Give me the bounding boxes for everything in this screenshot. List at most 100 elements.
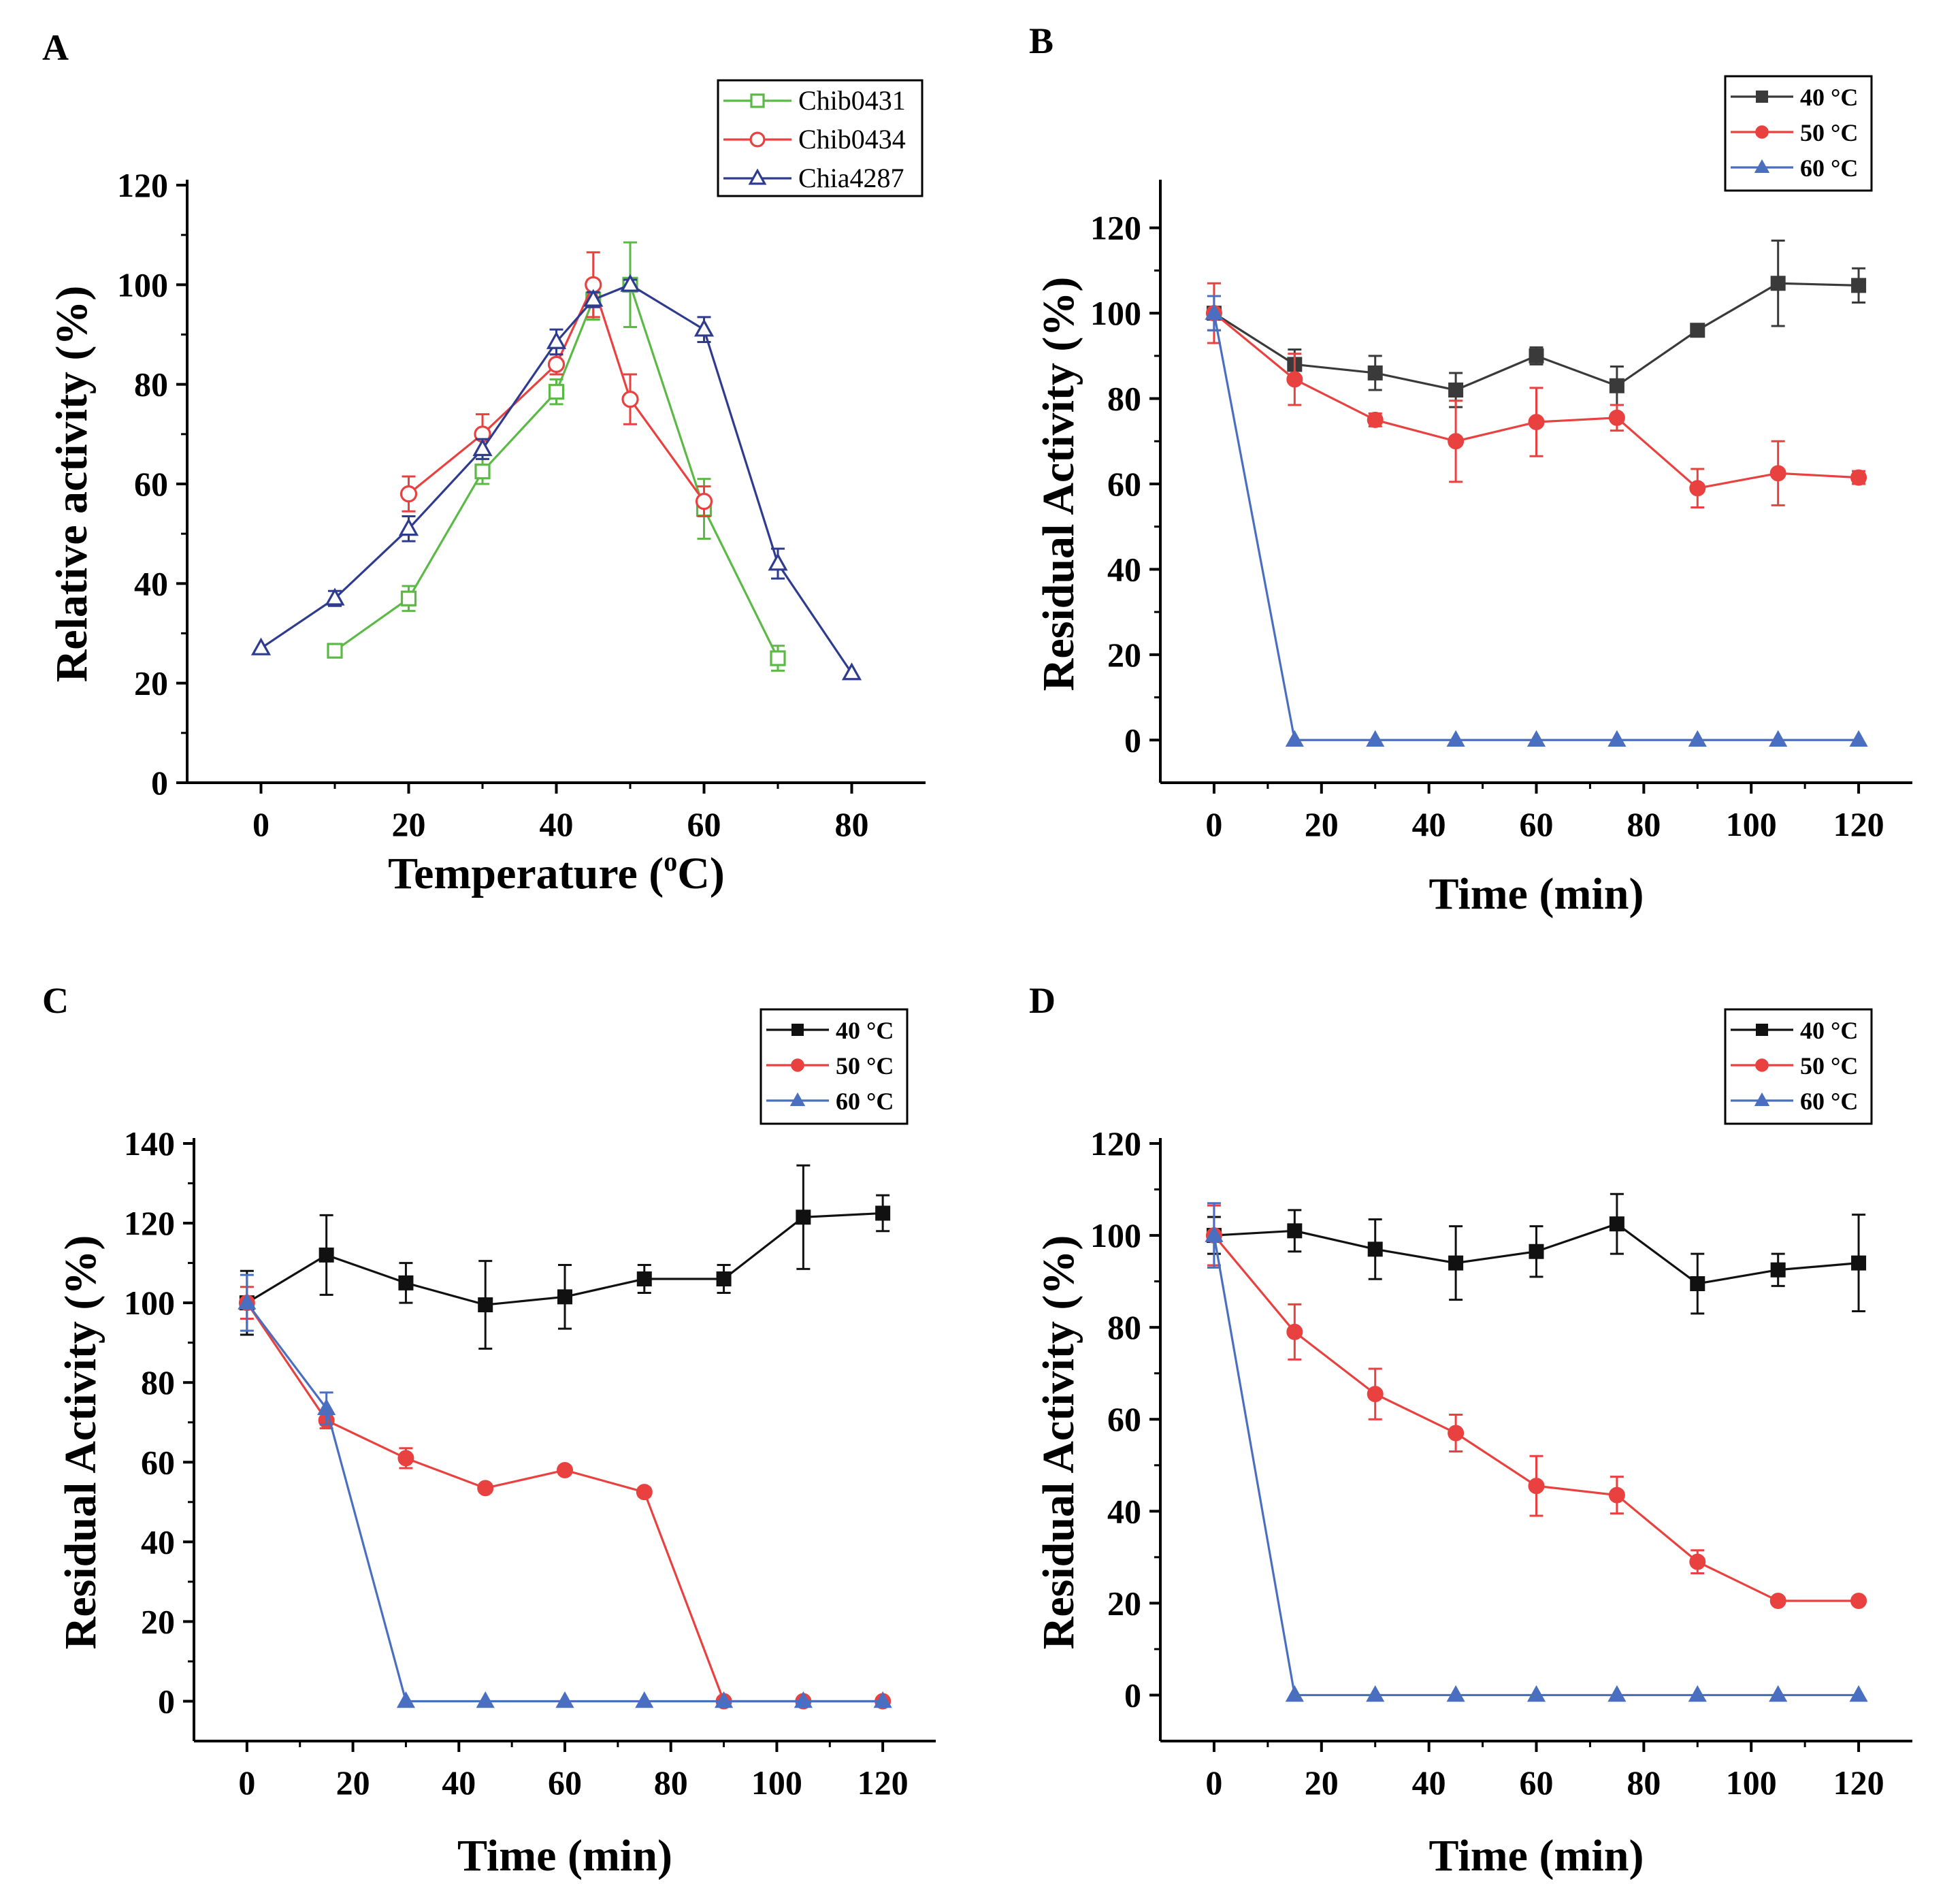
data-point	[1690, 1276, 1705, 1291]
legend-marker	[791, 1024, 804, 1036]
data-point	[841, 662, 862, 681]
y-tick-label: 40	[134, 564, 168, 602]
y-tick-label: 60	[134, 465, 168, 503]
series-line	[1213, 312, 1859, 741]
legend-box	[760, 1008, 909, 1125]
data-point	[478, 1297, 493, 1313]
y-axis-title: Residual Activity (%)	[1034, 1235, 1083, 1650]
data-point	[1448, 433, 1465, 450]
data-point	[317, 1398, 336, 1415]
data-point	[325, 587, 345, 606]
legend: 40 °C 50 °C 60 °C	[760, 1008, 909, 1125]
series-1	[1206, 240, 1867, 408]
legend-label: 60 °C	[1800, 155, 1858, 182]
y-axis-title: Residual Activity (%)	[56, 1235, 105, 1650]
panel-letter: C	[42, 980, 69, 1021]
y-tick-label: 100	[1090, 294, 1141, 332]
data-point	[1205, 303, 1224, 320]
legend-marker	[1754, 159, 1770, 173]
data-point	[1448, 1255, 1464, 1271]
panel-b: B 0 20 40 60 80 100 120 0 20 40 60 80 100 120 Time (min…	[1029, 20, 1912, 919]
y-axis-title: Relative activity (%)	[47, 286, 97, 683]
x-tick-label: 20	[1305, 805, 1339, 843]
data-point	[1770, 1262, 1786, 1278]
legend-marker	[789, 1092, 806, 1106]
series-3	[238, 1273, 892, 1708]
y-tick-label: 0	[1124, 721, 1141, 759]
x-tick-label: 0	[238, 1764, 255, 1802]
series-3	[1205, 1202, 1868, 1702]
series-2	[238, 1286, 892, 1710]
legend-marker	[749, 131, 766, 148]
data-point	[1849, 730, 1868, 747]
data-point	[1609, 378, 1624, 393]
series-1	[327, 241, 786, 672]
legend-box	[1724, 75, 1873, 192]
legend-marker	[1755, 1058, 1769, 1072]
x-tick-label: 60	[1520, 805, 1554, 843]
data-point	[557, 1289, 572, 1305]
data-point	[1608, 1487, 1625, 1504]
x-tick-label: 80	[1627, 805, 1661, 843]
panel-letter: A	[42, 27, 69, 68]
x-tick-label: 80	[654, 1764, 688, 1802]
data-point	[1607, 730, 1627, 747]
y-tick-label: 80	[141, 1363, 175, 1401]
x-tick-label: 0	[252, 805, 270, 843]
data-point	[399, 485, 418, 503]
series-line	[1213, 282, 1859, 391]
series-line	[408, 281, 705, 502]
y-tick-label: 60	[141, 1443, 175, 1481]
data-point	[1529, 348, 1544, 363]
series-line	[334, 283, 779, 659]
x-tick-label: 120	[1833, 805, 1884, 843]
x-tick-label: 60	[687, 805, 721, 843]
data-point	[1689, 480, 1706, 497]
data-point	[1448, 1425, 1465, 1442]
data-point	[547, 355, 566, 374]
x-axis-title: Temperature (oC)	[388, 846, 725, 898]
legend-label: 60 °C	[836, 1088, 894, 1115]
data-point	[318, 1247, 334, 1263]
legend-label: 40 °C	[1800, 1017, 1858, 1044]
data-point	[1448, 383, 1464, 398]
series-3	[1205, 295, 1868, 747]
data-point	[476, 1691, 495, 1708]
y-tick-label: 0	[1124, 1676, 1141, 1714]
legend-label: 50 °C	[1800, 1052, 1858, 1079]
y-tick-label: 40	[141, 1523, 175, 1561]
series-1	[239, 1164, 891, 1350]
data-point	[1688, 730, 1707, 747]
data-point	[1285, 1685, 1304, 1702]
x-tick-label: 60	[548, 1764, 582, 1802]
legend: 40 °C 50 °C 60 °C	[1724, 75, 1873, 192]
series-2	[399, 251, 713, 518]
panel-letter: B	[1029, 20, 1054, 61]
data-point	[635, 1691, 654, 1708]
data-point	[583, 289, 604, 307]
data-point	[1851, 1255, 1867, 1271]
data-point	[1849, 1685, 1868, 1702]
data-point	[546, 331, 567, 349]
series-2	[1205, 282, 1867, 508]
data-point	[1609, 1216, 1624, 1232]
x-tick-label: 0	[1205, 805, 1222, 843]
legend-marker	[791, 1058, 804, 1072]
x-axis-title: Time (min)	[1429, 1831, 1644, 1881]
data-point	[327, 643, 343, 659]
series-3	[250, 274, 862, 681]
panel-letter: D	[1029, 980, 1056, 1021]
x-tick-label: 20	[336, 1764, 370, 1802]
data-point	[693, 319, 715, 337]
y-axis-title: Residual Activity (%)	[1034, 277, 1083, 692]
y-tick-label: 20	[134, 664, 168, 702]
x-axis-title: Time (min)	[1429, 869, 1644, 919]
data-point	[1287, 1223, 1303, 1239]
series-2	[1205, 1204, 1867, 1610]
data-point	[398, 518, 419, 536]
data-point	[796, 1209, 811, 1225]
y-tick-label: 20	[1107, 636, 1141, 674]
data-point	[1528, 414, 1545, 431]
series-line	[1213, 1235, 1859, 1602]
x-tick-label: 20	[392, 805, 426, 843]
